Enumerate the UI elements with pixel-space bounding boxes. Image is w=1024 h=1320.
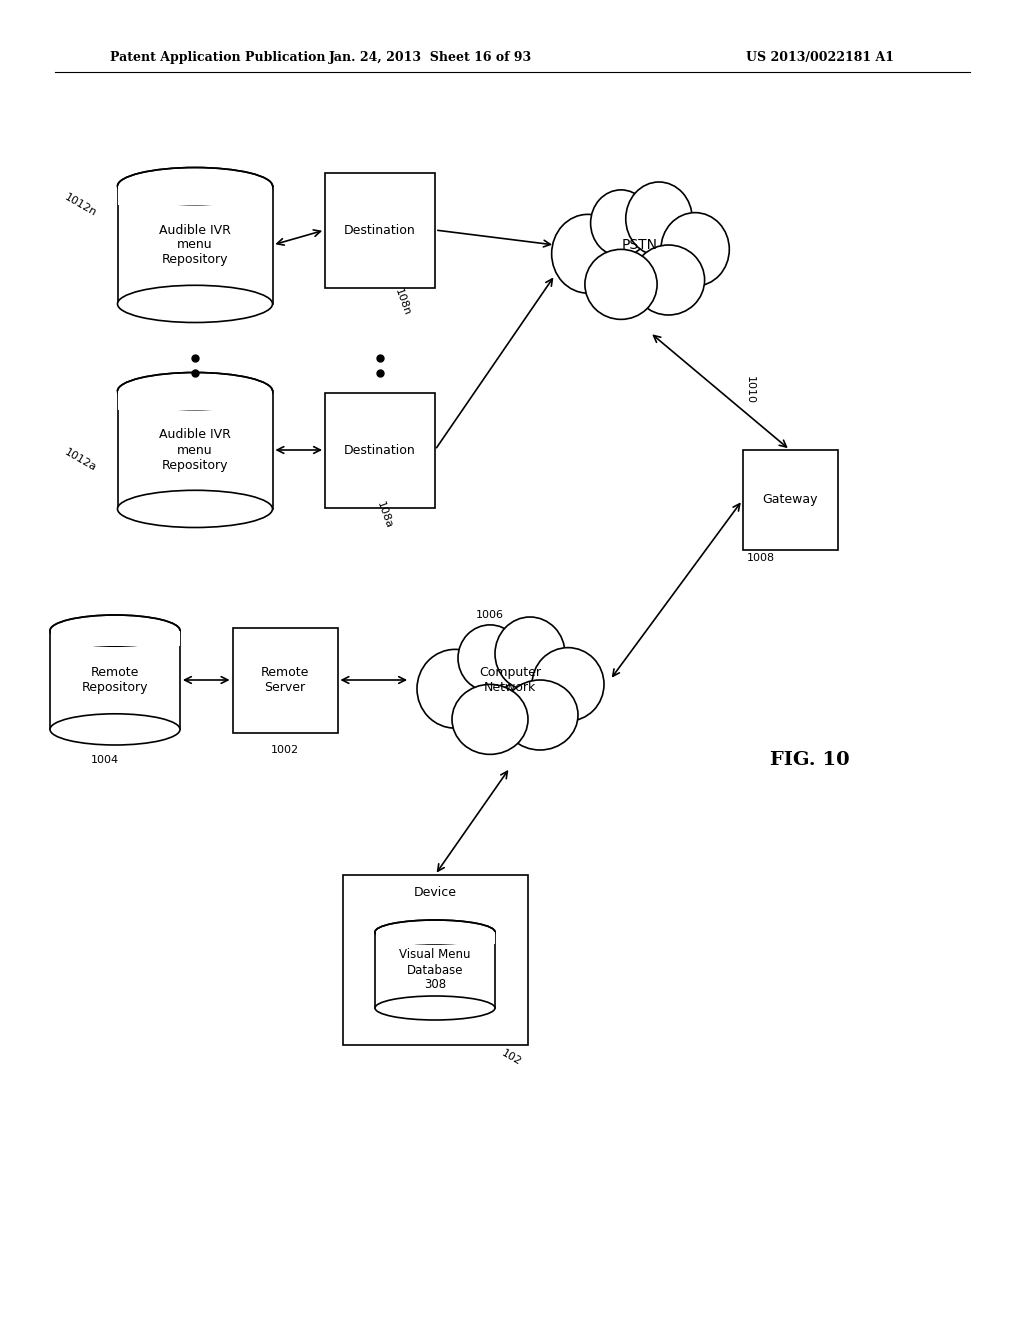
Text: PSTN: PSTN: [622, 238, 658, 252]
Ellipse shape: [452, 684, 528, 754]
Ellipse shape: [458, 624, 522, 692]
Bar: [118, 391, 272, 409]
Text: 1004: 1004: [91, 755, 119, 766]
Bar: [742, 450, 838, 550]
Text: Device: Device: [414, 887, 457, 899]
Bar: [375, 932, 495, 1008]
Ellipse shape: [118, 285, 272, 322]
Ellipse shape: [50, 714, 180, 744]
Ellipse shape: [585, 249, 657, 319]
Bar: [325, 173, 435, 288]
Text: Destination: Destination: [344, 444, 416, 457]
Ellipse shape: [118, 490, 272, 528]
Text: Gateway: Gateway: [762, 494, 818, 507]
Text: 1012a: 1012a: [62, 447, 98, 473]
Text: 102: 102: [500, 1048, 523, 1068]
Text: 1010: 1010: [745, 376, 755, 404]
Text: FIG. 10: FIG. 10: [770, 751, 850, 770]
Ellipse shape: [50, 615, 180, 647]
Text: 1002: 1002: [271, 744, 299, 755]
Text: 108a: 108a: [375, 500, 394, 529]
Ellipse shape: [633, 246, 705, 315]
Bar: [325, 392, 435, 507]
Text: Audible IVR
menu
Repository: Audible IVR menu Repository: [159, 223, 231, 267]
Ellipse shape: [375, 920, 495, 944]
Ellipse shape: [552, 214, 624, 293]
Text: Patent Application Publication: Patent Application Publication: [110, 51, 326, 65]
Bar: [232, 627, 338, 733]
Ellipse shape: [417, 649, 493, 729]
Text: Remote
Repository: Remote Repository: [82, 667, 148, 694]
Text: 108n: 108n: [393, 286, 412, 317]
Ellipse shape: [532, 648, 604, 721]
Ellipse shape: [375, 997, 495, 1020]
Bar: [118, 186, 272, 205]
Ellipse shape: [495, 616, 565, 690]
Ellipse shape: [502, 680, 578, 750]
Ellipse shape: [591, 190, 651, 256]
Ellipse shape: [660, 213, 729, 286]
Bar: [50, 631, 179, 647]
Text: Visual Menu
Database
308: Visual Menu Database 308: [399, 949, 471, 991]
Bar: [376, 932, 495, 944]
Text: Audible IVR
menu
Repository: Audible IVR menu Repository: [159, 429, 231, 471]
Text: 1006: 1006: [476, 610, 504, 620]
Text: 1008: 1008: [746, 553, 775, 564]
Ellipse shape: [118, 372, 272, 409]
Bar: [118, 391, 272, 510]
Text: 1012n: 1012n: [62, 191, 98, 218]
Ellipse shape: [626, 182, 692, 256]
Text: Jan. 24, 2013  Sheet 16 of 93: Jan. 24, 2013 Sheet 16 of 93: [329, 51, 531, 65]
Ellipse shape: [118, 168, 272, 205]
Text: Destination: Destination: [344, 223, 416, 236]
Text: Remote
Server: Remote Server: [261, 667, 309, 694]
Text: US 2013/0022181 A1: US 2013/0022181 A1: [746, 51, 894, 65]
Bar: [342, 875, 527, 1045]
Bar: [118, 186, 272, 304]
Text: Computer
Network: Computer Network: [479, 667, 541, 694]
Bar: [50, 631, 180, 730]
